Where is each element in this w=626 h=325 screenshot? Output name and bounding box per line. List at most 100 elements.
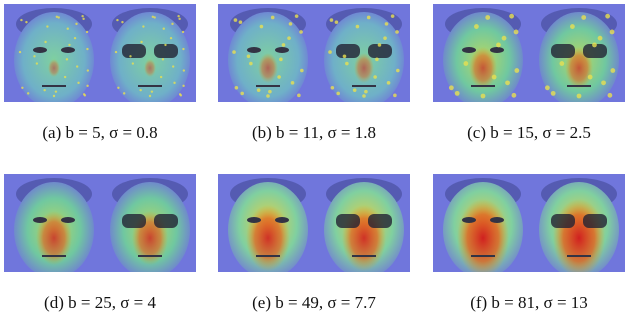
- speck: [570, 24, 575, 29]
- speck: [66, 58, 68, 60]
- glasses: [583, 214, 607, 228]
- speck: [277, 75, 281, 79]
- glasses: [336, 44, 360, 58]
- panel: (e) b = 49, σ = 7.7: [218, 174, 410, 312]
- speck: [179, 93, 181, 95]
- speck: [297, 94, 301, 98]
- speck: [64, 76, 66, 78]
- speck: [232, 50, 236, 54]
- speck: [577, 94, 582, 99]
- glasses: [368, 214, 392, 228]
- speck: [55, 90, 57, 92]
- glasses: [336, 214, 360, 228]
- speck: [291, 81, 295, 85]
- speck: [375, 58, 379, 62]
- speck: [82, 18, 84, 20]
- speck: [235, 86, 239, 90]
- eye: [33, 217, 47, 223]
- speck: [387, 81, 391, 85]
- speck: [173, 82, 175, 84]
- eye: [275, 47, 289, 53]
- speck: [336, 92, 340, 96]
- speck: [249, 62, 253, 66]
- eye: [275, 217, 289, 223]
- heat: [246, 205, 290, 271]
- speck: [43, 89, 45, 91]
- speck: [592, 43, 597, 48]
- panel: (f) b = 81, σ = 13: [433, 174, 625, 312]
- heat: [48, 59, 60, 77]
- speck: [139, 89, 141, 91]
- speck: [610, 68, 615, 73]
- heatmap-image: [218, 174, 410, 278]
- speck: [481, 94, 486, 99]
- eye: [490, 217, 504, 223]
- speck: [362, 94, 366, 98]
- speck: [509, 14, 514, 19]
- speck: [170, 37, 172, 39]
- eye: [462, 47, 476, 53]
- speck: [367, 16, 371, 20]
- speck: [396, 69, 400, 73]
- speck: [142, 25, 144, 27]
- eye: [247, 47, 261, 53]
- panel: (b) b = 11, σ = 1.8: [218, 4, 410, 142]
- speck: [551, 91, 556, 96]
- speck: [335, 20, 339, 24]
- speck: [77, 82, 79, 84]
- speck: [116, 19, 118, 21]
- speck: [74, 37, 76, 39]
- speck: [511, 93, 516, 98]
- speck: [455, 91, 460, 96]
- speck: [164, 44, 166, 46]
- speck: [289, 22, 293, 26]
- speck: [46, 25, 48, 27]
- speck: [331, 86, 335, 90]
- speck: [395, 30, 399, 34]
- speck: [271, 16, 275, 20]
- speck: [605, 14, 610, 19]
- speck: [68, 44, 70, 46]
- speck: [485, 15, 490, 20]
- panel: (d) b = 25, σ = 4: [4, 174, 196, 312]
- heat: [144, 59, 156, 77]
- speck: [373, 75, 377, 79]
- speck: [505, 80, 510, 85]
- speck: [75, 23, 77, 25]
- speck: [364, 90, 368, 94]
- speck: [610, 30, 615, 35]
- speck: [391, 14, 395, 18]
- speck: [87, 69, 89, 71]
- speck: [492, 75, 497, 80]
- speck: [449, 85, 454, 90]
- speck: [474, 24, 479, 29]
- speck: [171, 23, 173, 25]
- panel: (c) b = 15, σ = 2.5: [433, 4, 625, 142]
- speck: [21, 87, 23, 89]
- heat: [354, 53, 374, 83]
- speck: [239, 20, 243, 24]
- panel: (a) b = 5, σ = 0.8: [4, 4, 196, 142]
- caption: (f) b = 81, σ = 13: [470, 293, 588, 312]
- glasses: [154, 44, 178, 58]
- speck: [67, 28, 69, 30]
- speck: [151, 90, 153, 92]
- heat: [258, 53, 278, 83]
- speck: [295, 14, 299, 18]
- speck: [260, 25, 264, 29]
- caption: (e) b = 49, σ = 7.7: [252, 293, 376, 312]
- speck: [514, 68, 519, 73]
- speck: [345, 62, 349, 66]
- speck: [514, 30, 519, 35]
- speck: [353, 88, 357, 92]
- heatmap-image: [4, 4, 196, 108]
- speck: [36, 62, 38, 64]
- speck: [463, 61, 468, 66]
- glasses: [122, 44, 146, 58]
- speck: [182, 85, 184, 87]
- speck: [140, 41, 142, 43]
- heatmap-image: [433, 174, 625, 278]
- speck: [299, 30, 303, 34]
- speck: [123, 92, 125, 94]
- speck: [53, 95, 55, 97]
